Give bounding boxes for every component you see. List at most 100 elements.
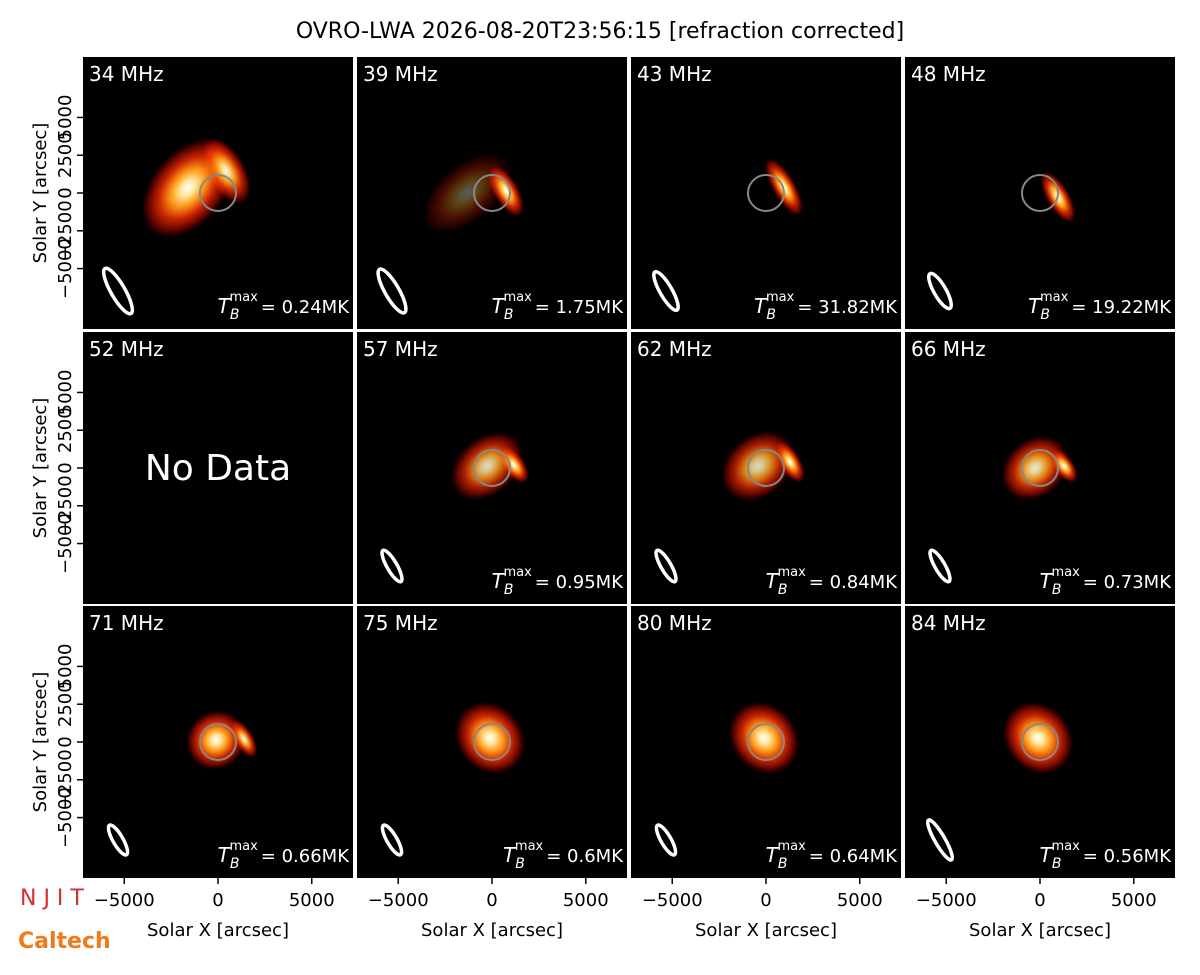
panel-label: 57 MHz (363, 337, 438, 361)
tb-sub: B (515, 856, 525, 872)
chart-title: OVRO-LWA 2026-08-20T23:56:15 [refraction… (296, 19, 904, 44)
panel-label: 52 MHz (89, 337, 164, 361)
solar-disk (1021, 174, 1059, 212)
solar-disk (747, 449, 785, 487)
brightness-map (727, 700, 801, 776)
y-tick-label: 5000 (55, 370, 76, 416)
tb-sup: max (515, 839, 544, 854)
panel-label: 80 MHz (637, 611, 712, 635)
emission (727, 700, 801, 776)
tb-symbol: T (503, 843, 517, 867)
tb-sup: max (503, 565, 532, 580)
panel-label: 84 MHz (911, 611, 986, 635)
y-tick-label: 5000 (55, 644, 76, 690)
x-tick-label: 5000 (1111, 890, 1157, 911)
solar-disk (199, 723, 237, 761)
tb-symbol: T (492, 569, 506, 593)
solar-disk (747, 723, 785, 761)
tb-annotation: TBmax = 0.56MK (1040, 839, 1173, 872)
y-tick-label: −2500 (55, 749, 76, 810)
beam (652, 269, 680, 313)
x-tick-label: 0 (1034, 890, 1045, 911)
tb-symbol: T (766, 569, 780, 593)
tb-value: = 0.84MK (809, 572, 898, 593)
tb-value: = 0.56MK (1083, 846, 1172, 867)
panel-background (905, 57, 1175, 329)
tb-value: = 0.6MK (546, 846, 624, 867)
tb-sup: max (229, 290, 258, 305)
panel-label: 48 MHz (911, 62, 986, 86)
y-tick-label: −5000 (55, 787, 76, 848)
panel: TBmax = 19.22MK 48 MHz (905, 57, 1175, 329)
panel-label: 66 MHz (911, 337, 986, 361)
tb-value: = 0.64MK (809, 846, 898, 867)
tb-symbol: T (218, 843, 232, 867)
tb-sup: max (503, 290, 532, 305)
tb-sub: B (1040, 307, 1050, 323)
tb-annotation: TBmax = 0.84MK (766, 565, 899, 598)
tb-annotation: TBmax = 1.75MK (492, 290, 625, 323)
solar-disk (199, 174, 237, 212)
tb-annotation: TBmax = 0.24MK (218, 290, 351, 323)
beam (654, 823, 678, 857)
tb-symbol: T (1040, 569, 1054, 593)
tb-sub: B (230, 307, 240, 323)
solar-disk (473, 174, 511, 212)
y-tick-label: −5000 (55, 513, 76, 574)
tb-sup: max (1040, 290, 1069, 305)
logo-caltech: Caltech (18, 929, 111, 954)
tb-annotation: TBmax = 31.82MK (754, 290, 898, 323)
emission (230, 719, 258, 759)
beam (376, 267, 408, 315)
tb-value: = 1.75MK (535, 297, 624, 318)
tb-sup: max (777, 839, 806, 854)
brightness-map (184, 709, 258, 771)
x-tick-label: −5000 (642, 890, 703, 911)
x-tick-label: 5000 (563, 890, 609, 911)
beam (101, 266, 135, 316)
x-tick-label: −5000 (368, 890, 429, 911)
tb-annotation: TBmax = 0.95MK (492, 565, 625, 598)
panel: TBmax = 0.73MK 66 MHz (905, 332, 1175, 604)
x-tick-label: −5000 (94, 890, 155, 911)
y-tick-label: −5000 (55, 238, 76, 299)
y-axis-label: Solar Y [arcsec] (30, 398, 51, 539)
tb-symbol: T (218, 294, 232, 318)
tb-sub: B (766, 307, 776, 323)
emission (1001, 700, 1075, 776)
tb-sup: max (766, 290, 795, 305)
x-tick-label: 0 (486, 890, 497, 911)
y-tick-label: −2500 (55, 475, 76, 536)
x-tick-label: 5000 (289, 890, 335, 911)
solar-disk (473, 723, 511, 761)
tb-sup: max (229, 839, 258, 854)
tb-sub: B (504, 307, 514, 323)
panel-label: 34 MHz (89, 62, 164, 86)
tb-symbol: T (754, 294, 768, 318)
panel: TBmax = 31.82MK 43 MHz (631, 57, 901, 329)
y-tick-label: 5000 (55, 95, 76, 141)
brightness-map (1001, 700, 1075, 776)
y-tick-label: 2500 (55, 132, 76, 178)
beam (106, 823, 130, 857)
tb-sub: B (504, 582, 514, 598)
tb-sup: max (1051, 565, 1080, 580)
x-axis-label: Solar X [arcsec] (147, 920, 289, 941)
panel: TBmax = 0.24MK 34 MHz −5000−2500 0 25005000So… (30, 57, 353, 329)
tb-sub: B (778, 582, 788, 598)
panel-label: 43 MHz (637, 62, 712, 86)
panel-label: 75 MHz (363, 611, 438, 635)
emission (200, 136, 252, 206)
beam (380, 823, 404, 857)
emission (487, 164, 525, 218)
tb-value: = 0.66MK (261, 846, 350, 867)
beam (380, 548, 404, 584)
x-tick-label: 0 (212, 890, 223, 911)
panel-label: 62 MHz (637, 337, 712, 361)
tb-symbol: T (1028, 294, 1042, 318)
tb-sub: B (1052, 582, 1062, 598)
y-tick-label: 0 (55, 462, 76, 473)
